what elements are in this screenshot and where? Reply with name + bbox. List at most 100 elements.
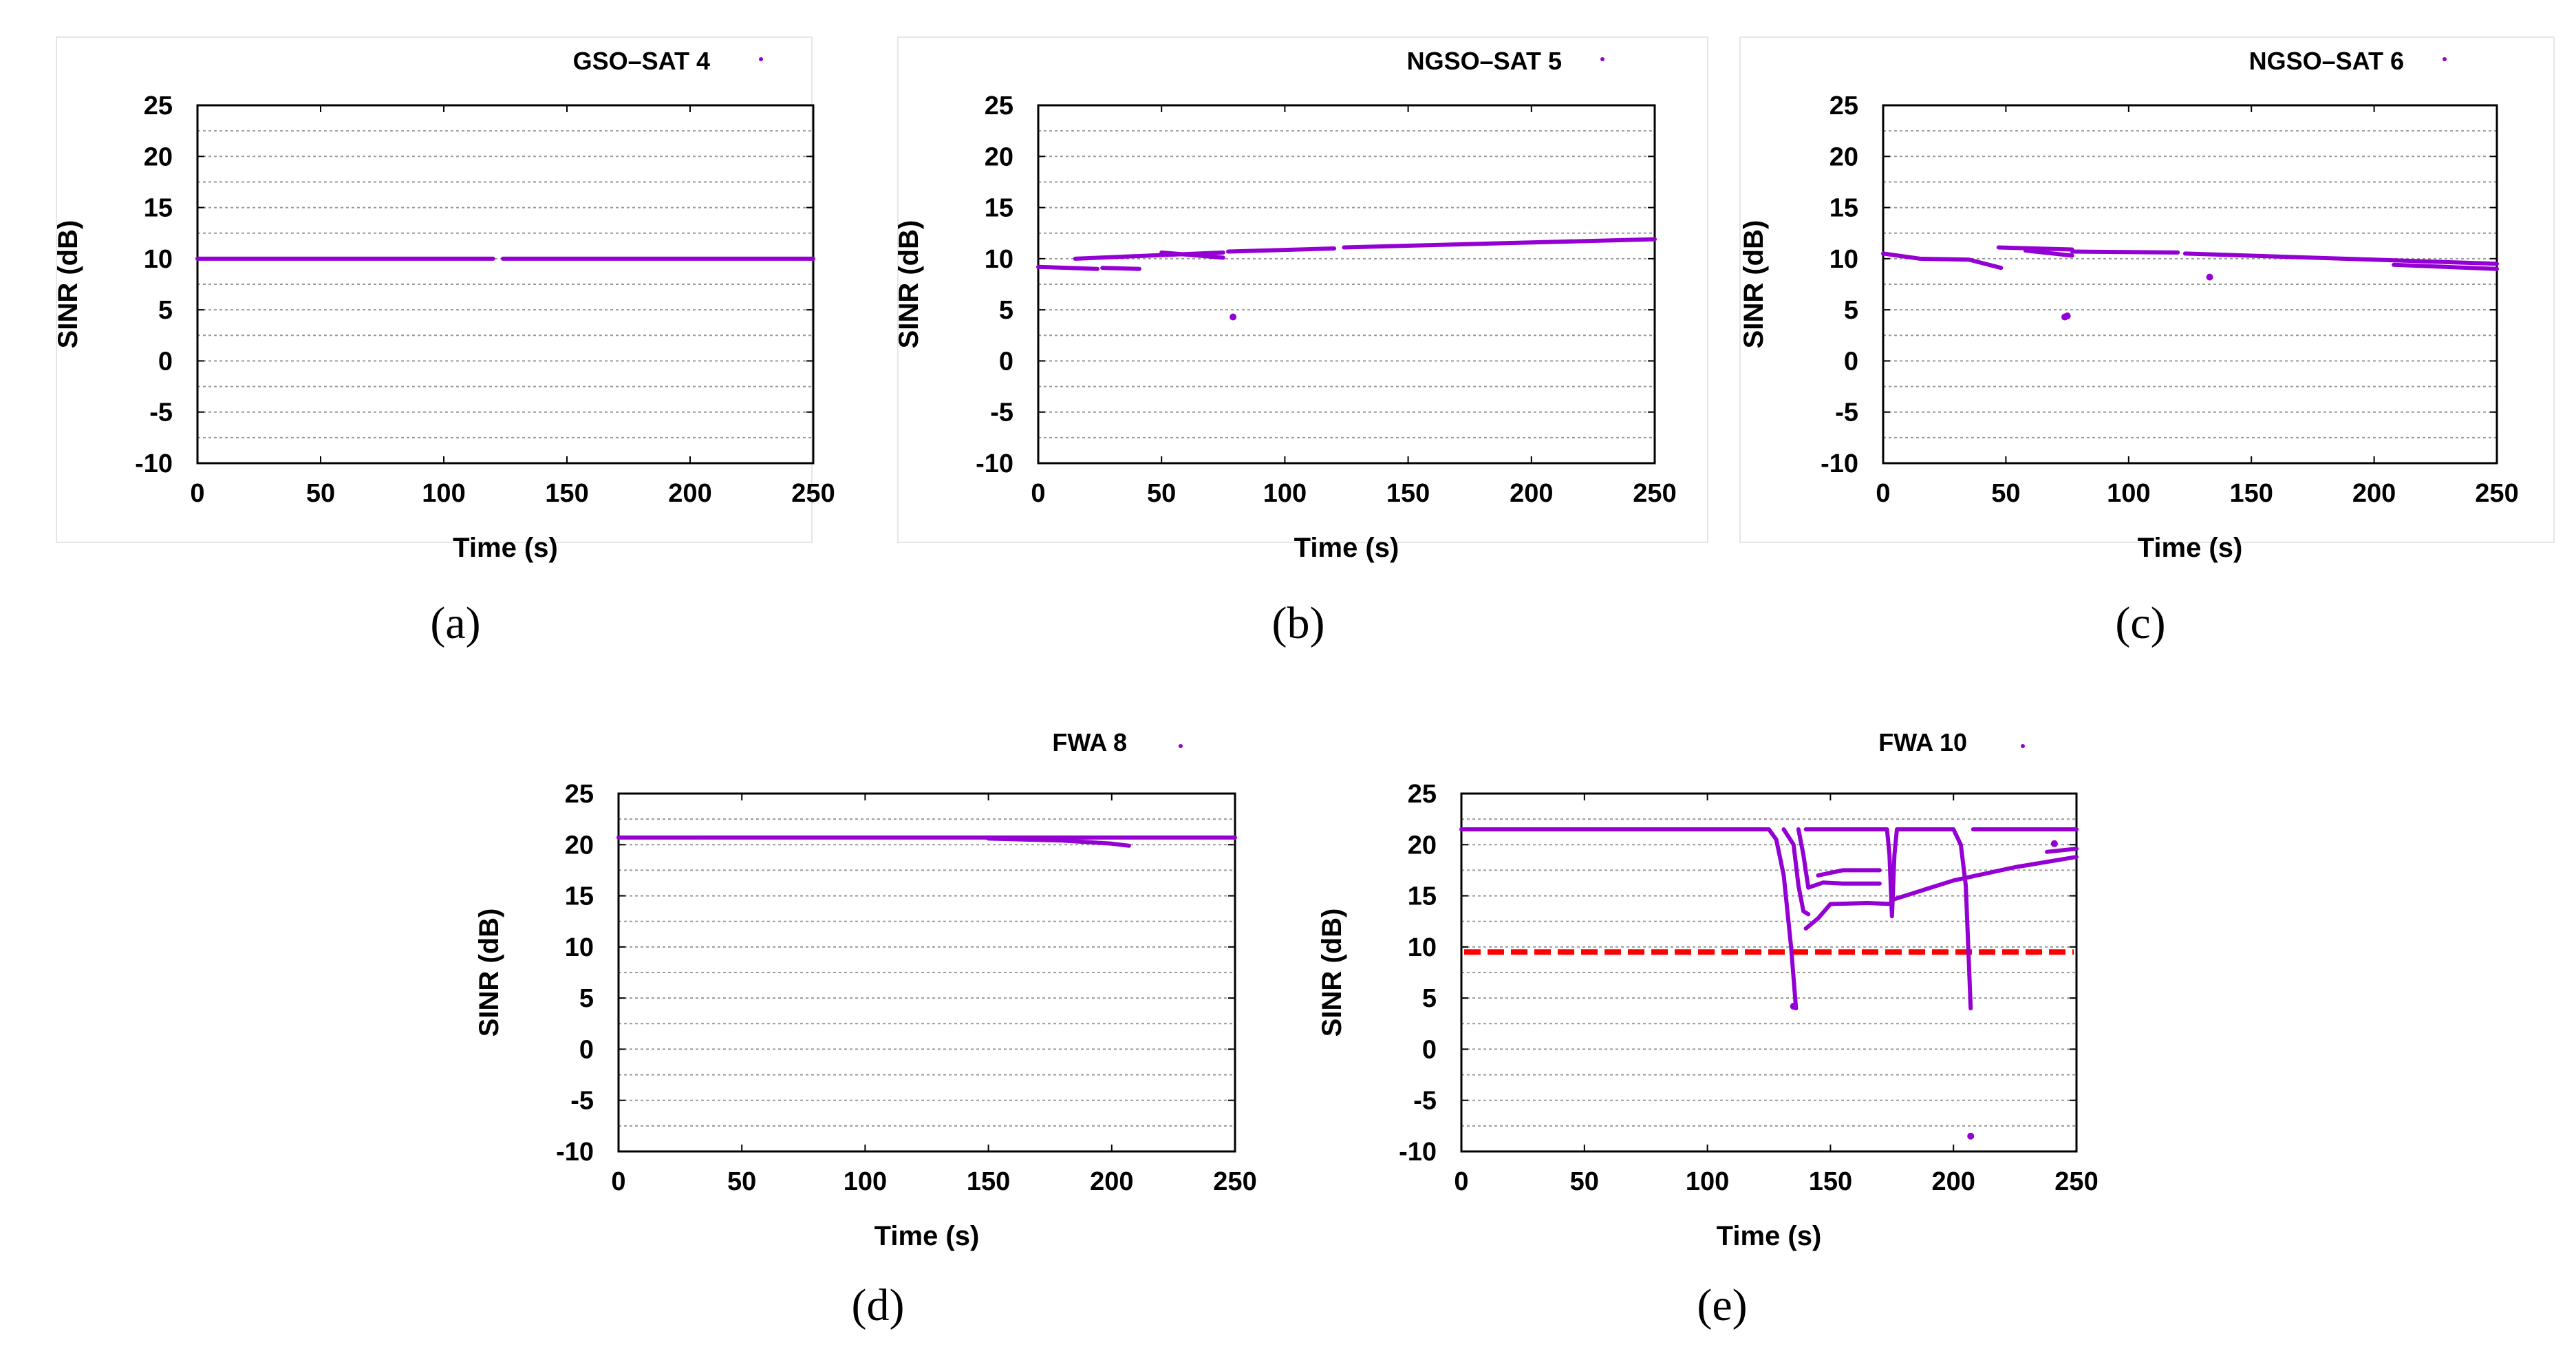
y-tick-label: 10 (1829, 245, 1858, 274)
x-tick-label: 250 (1213, 1167, 1256, 1196)
x-tick-label: 100 (844, 1167, 887, 1196)
x-tick-label: 200 (1931, 1167, 1975, 1196)
y-tick-label: -10 (1399, 1138, 1437, 1167)
y-tick-label: 10 (1408, 933, 1437, 962)
y-tick-label: 5 (1844, 296, 1858, 325)
y-tick-label: 0 (158, 347, 173, 376)
y-axis-label: SINR (dB) (53, 220, 83, 349)
x-tick-label: 50 (306, 479, 335, 508)
y-tick-label: 20 (1829, 142, 1858, 171)
x-tick-label: 150 (1386, 479, 1430, 508)
data-point (2050, 840, 2058, 847)
panel-caption: (a) (430, 598, 480, 648)
series-line (1036, 264, 1099, 271)
y-tick-label: 15 (144, 194, 173, 223)
y-tick-label: 20 (985, 142, 1013, 171)
series-line (2182, 251, 2499, 266)
x-tick-label: 150 (1809, 1167, 1852, 1196)
plot-frame (196, 104, 815, 465)
y-tick-label: 25 (565, 780, 594, 809)
x-tick-label: 100 (2107, 479, 2150, 508)
series-line (1803, 827, 1973, 1010)
series-line (1781, 827, 1811, 917)
x-tick-label: 0 (1454, 1167, 1468, 1196)
panel-border (897, 36, 1708, 543)
x-tick-label: 150 (967, 1167, 1010, 1196)
y-tick-label: 20 (1408, 831, 1437, 860)
x-tick-label: 150 (2229, 479, 2273, 508)
x-tick-label: 100 (1263, 479, 1307, 508)
x-axis-label: Time (s) (1294, 533, 1399, 563)
x-axis-label: Time (s) (2138, 533, 2243, 563)
series-line (1796, 827, 1882, 890)
y-tick-label: 0 (1844, 347, 1858, 376)
legend-marker (1600, 57, 1604, 61)
data-point (1967, 1132, 1975, 1140)
x-tick-label: 250 (1633, 479, 1676, 508)
y-tick-label: 25 (144, 92, 173, 120)
series-line (2045, 847, 2079, 854)
panel-border (1739, 36, 2555, 543)
series-line (1459, 827, 1799, 1010)
y-tick-label: 5 (158, 296, 173, 325)
y-tick-label: -5 (990, 398, 1013, 427)
y-tick-label: 0 (579, 1035, 594, 1064)
y-tick-label: 0 (999, 347, 1013, 376)
panel-caption: (c) (2115, 598, 2165, 648)
series-line (1996, 245, 2074, 252)
legend-marker (759, 57, 763, 61)
y-axis-label: SINR (dB) (1739, 220, 1769, 349)
y-tick-label: -5 (570, 1087, 594, 1116)
y-axis-label: SINR (dB) (1317, 908, 1347, 1037)
x-tick-label: 50 (727, 1167, 756, 1196)
legend-label: FWA 10 (1878, 728, 1967, 756)
plot-frame (1460, 792, 2078, 1153)
y-tick-label: -10 (135, 449, 173, 478)
plot-frame (617, 792, 1236, 1153)
y-tick-label: -10 (1821, 449, 1858, 478)
series-line (2392, 262, 2499, 271)
y-tick-label: 15 (985, 194, 1013, 223)
legend-label: NGSO–SAT 6 (2249, 47, 2404, 75)
x-tick-label: 100 (422, 479, 465, 508)
x-tick-label: 0 (611, 1167, 625, 1196)
x-axis-label: Time (s) (453, 533, 558, 563)
panel-caption: (d) (852, 1280, 905, 1330)
data-point (1230, 313, 1237, 321)
x-tick-label: 0 (1876, 479, 1890, 508)
series-line (1889, 855, 2079, 902)
series-line (1816, 868, 1882, 878)
y-tick-label: -10 (556, 1138, 594, 1167)
x-tick-label: 200 (1090, 1167, 1133, 1196)
series-line (1803, 901, 1894, 931)
series-line (1342, 237, 1657, 250)
data-point (2206, 273, 2213, 281)
y-tick-label: -5 (1835, 398, 1858, 427)
data-point (2063, 312, 2071, 320)
y-tick-label: 20 (565, 831, 594, 860)
y-tick-label: 15 (565, 882, 594, 911)
y-tick-label: 10 (565, 933, 594, 962)
y-tick-label: 5 (579, 984, 594, 1013)
x-tick-label: 250 (2475, 479, 2518, 508)
y-tick-label: 10 (985, 245, 1013, 274)
x-tick-label: 0 (1031, 479, 1045, 508)
series-line (2070, 249, 2180, 255)
x-tick-label: 200 (668, 479, 711, 508)
data-point (1790, 1003, 1797, 1010)
y-tick-label: -5 (149, 398, 173, 427)
x-tick-label: 100 (1686, 1167, 1729, 1196)
y-axis-label: SINR (dB) (474, 908, 504, 1037)
y-tick-label: 25 (1408, 780, 1437, 809)
legend-marker (2021, 744, 2025, 748)
legend-label: GSO–SAT 4 (573, 47, 710, 75)
legend-marker (2443, 57, 2447, 61)
y-tick-label: -5 (1413, 1087, 1437, 1116)
panel-caption: (e) (1697, 1280, 1747, 1330)
